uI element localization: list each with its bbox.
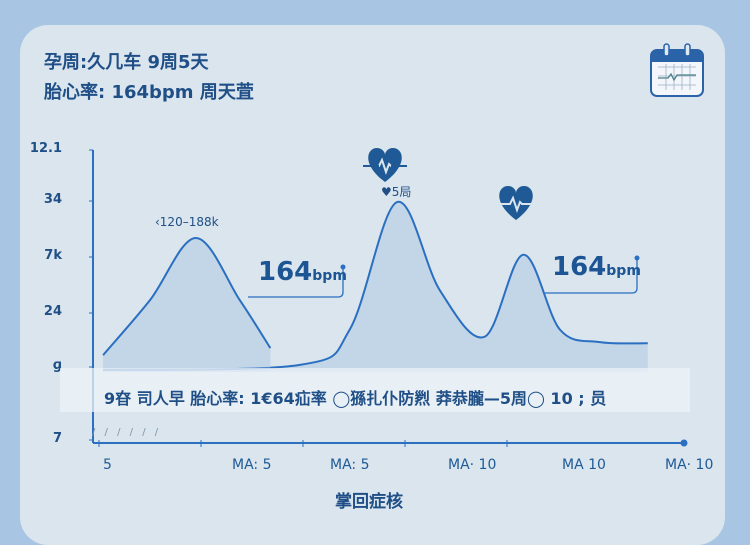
series-area — [103, 237, 271, 372]
x-tick-label: MA: 5 — [232, 457, 272, 473]
callout1-dot — [340, 264, 346, 270]
y-tick-label: 24 — [43, 304, 62, 319]
x-tick-label: MA· 10 — [665, 457, 714, 473]
pregnancy-week-title: 孕周:久几车 9周5天 — [44, 52, 209, 73]
callout1-value: 164bpm — [258, 257, 347, 287]
x-tick-label: MA 10 — [562, 457, 606, 473]
y-tick-label: 34 — [43, 192, 62, 207]
series-line — [102, 236, 272, 356]
series-area — [103, 201, 648, 372]
peak-label: ♥5局 — [381, 185, 412, 199]
y-tick-label: ɡ — [52, 358, 62, 373]
callout1-number: 164 — [258, 257, 313, 287]
info-band — [60, 368, 690, 412]
heartbeat-heart-icon — [494, 186, 538, 220]
range-label: ‹120–188k — [155, 215, 219, 229]
heartbeat-heart-icon — [363, 148, 407, 182]
callout2-dot — [634, 255, 640, 261]
callout2-connector — [545, 259, 638, 294]
calendar-heartbeat-icon[interactable] — [648, 42, 706, 98]
series-line — [103, 201, 648, 371]
callout2-number: 164 — [552, 252, 607, 282]
x-tick-label: MA· 10 — [448, 457, 497, 473]
callout1-connector — [248, 268, 344, 298]
y-tick-label: 7 — [52, 431, 62, 446]
x-tick-label: MA: 5 — [330, 457, 370, 473]
y-tick-label: 7k — [44, 248, 62, 263]
callout2-value: 164bpm — [552, 252, 641, 282]
y-tick-label: 12.1 — [29, 141, 62, 156]
x-axis-end-dot — [680, 439, 688, 447]
callout1-unit: bpm — [312, 268, 347, 284]
plot-area — [89, 148, 688, 447]
x-tick-label: 5 — [103, 457, 112, 473]
callout2-unit: bpm — [606, 263, 641, 279]
heart-rate-title: 胎心率: 164bpm 周天萓 — [44, 82, 254, 103]
chart-card — [20, 25, 725, 545]
info-band-text: 9昚 司人早 胎心率: 1€64疝率 ◯猻扎仆防煭 莽恭朧—5周◯ 10 ; 员 — [104, 389, 607, 408]
dash-marks: / / / / / / — [92, 427, 162, 438]
